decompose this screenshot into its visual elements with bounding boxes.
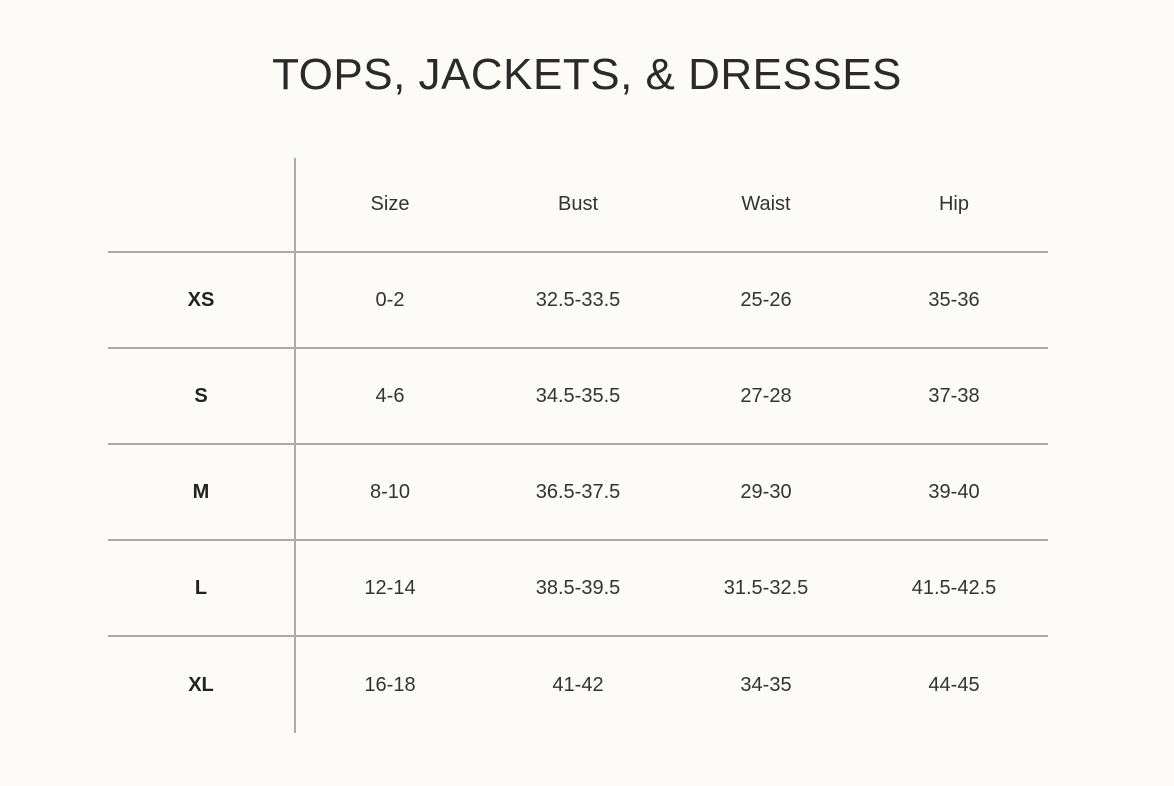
waist-cell: 31.5-32.5 [723, 576, 809, 599]
size-cell: 12-14 [364, 576, 416, 599]
row-label: XL [108, 637, 296, 733]
header-cell-hip: Hip [938, 193, 969, 215]
table-row: S 4-6 34.5-35.5 27-28 37-38 [108, 349, 1048, 445]
bust-cell: 41-42 [552, 673, 604, 696]
row-label: M [108, 445, 296, 539]
waist-cell: 29-30 [740, 480, 792, 503]
bust-cell: 38.5-39.5 [535, 576, 621, 599]
row-label: L [108, 541, 296, 635]
hip-cell: 35-36 [928, 288, 980, 311]
header-cell-bust: Bust [557, 193, 599, 215]
table-row: L 12-14 38.5-39.5 31.5-32.5 41.5-42.5 [108, 541, 1048, 637]
size-cell: 16-18 [364, 673, 416, 696]
size-cell: 8-10 [369, 480, 411, 503]
page-title: TOPS, JACKETS, & DRESSES [272, 50, 902, 99]
table-row: XS 0-2 32.5-33.5 25-26 35-36 [108, 253, 1048, 349]
bust-cell: 32.5-33.5 [535, 288, 621, 311]
hip-cell: 44-45 [928, 673, 980, 696]
table-header-row: Size Bust Waist Hip [108, 158, 1048, 253]
header-cell-waist: Waist [741, 193, 791, 215]
row-label: S [108, 349, 296, 443]
size-cell: 4-6 [375, 384, 405, 407]
header-cell-size: Size [370, 193, 410, 215]
table-row: M 8-10 36.5-37.5 29-30 39-40 [108, 445, 1048, 541]
row-label: XS [108, 253, 296, 347]
hip-cell: 37-38 [928, 384, 980, 407]
hip-cell: 41.5-42.5 [911, 576, 997, 599]
hip-cell: 39-40 [928, 480, 980, 503]
size-cell: 0-2 [375, 288, 405, 311]
bust-cell: 36.5-37.5 [535, 480, 621, 503]
table-row: XL 16-18 41-42 34-35 44-45 [108, 637, 1048, 733]
size-chart-table: Size Bust Waist Hip XS 0-2 32.5-33.5 25-26 3… [108, 158, 1048, 733]
waist-cell: 25-26 [740, 288, 792, 311]
waist-cell: 34-35 [740, 673, 792, 696]
bust-cell: 34.5-35.5 [535, 384, 621, 407]
header-cell-corner [108, 158, 296, 251]
waist-cell: 27-28 [740, 384, 792, 407]
